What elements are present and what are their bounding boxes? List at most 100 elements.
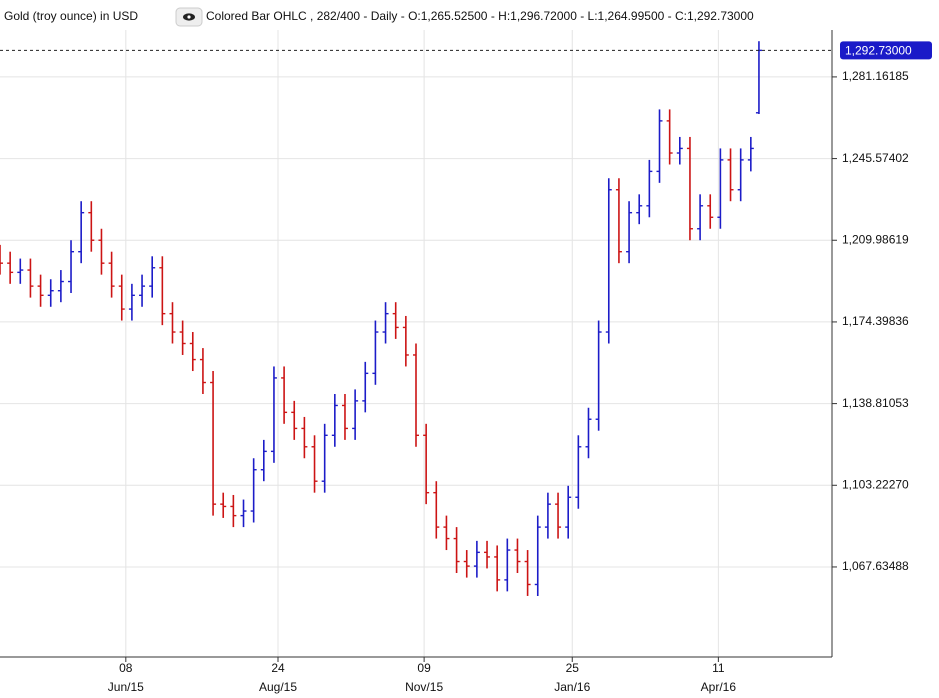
ohlc-bar — [311, 435, 318, 493]
ohlc-bar — [504, 538, 511, 592]
x-tick-month: Nov/15 — [405, 680, 443, 694]
ohlc-bar — [57, 270, 64, 303]
ohlc-bar — [727, 148, 734, 202]
ohlc-bar — [270, 366, 277, 463]
last-price-box — [840, 41, 932, 60]
ohlc-bar — [453, 527, 460, 574]
chart-title: Gold (troy ounce) in USD — [4, 9, 138, 23]
visibility-toggle[interactable] — [175, 7, 203, 27]
ohlc-bar — [534, 515, 541, 596]
ohlc-bar — [128, 283, 135, 321]
ohlc-bar — [494, 545, 501, 592]
ohlc-bar — [372, 320, 379, 385]
ohlc-bar — [392, 302, 399, 339]
chart-subtitle: Colored Bar OHLC , 282/400 - Daily - O:1… — [206, 9, 754, 23]
ohlc-bar — [402, 315, 409, 367]
ohlc-bar — [737, 148, 744, 202]
ohlc-bar — [514, 538, 521, 574]
ohlc-bar — [68, 240, 75, 294]
x-tick-label: 09 — [417, 661, 431, 675]
ohlc-bar — [656, 109, 663, 183]
ohlc-bar — [463, 550, 470, 578]
ohlc-bar — [544, 492, 551, 539]
ohlc-bar — [565, 485, 572, 539]
ohlc-bar — [423, 423, 430, 505]
ohlc-bar — [139, 274, 146, 307]
ohlc-bar — [524, 550, 531, 596]
ohlc-bar — [615, 178, 622, 264]
ohlc-bar — [747, 136, 754, 172]
ohlc-bar — [27, 258, 34, 298]
ohlc-bar — [555, 492, 562, 539]
x-tick-label: 11 — [712, 661, 725, 675]
x-tick-month: Aug/15 — [259, 680, 297, 694]
ohlc-bar — [321, 423, 328, 493]
ohlc-bar — [362, 361, 369, 413]
ohlc-bar — [585, 407, 592, 459]
ohlc-bar — [159, 256, 166, 326]
ohlc-bar — [98, 228, 105, 275]
ohlc-bar — [605, 178, 612, 344]
ohlc-bar — [108, 251, 115, 298]
ohlc-bar — [210, 371, 217, 516]
ohlc-bar — [676, 136, 683, 165]
y-tick-label: 1,067.63488 — [842, 559, 909, 573]
ohlc-bar — [331, 393, 338, 447]
ohlc-bar — [149, 256, 156, 298]
ohlc-bar — [220, 492, 227, 518]
ohlc-bar — [17, 258, 24, 284]
ohlc-bar — [382, 302, 389, 344]
y-tick-label: 1,245.57402 — [842, 151, 909, 165]
ohlc-bar — [646, 159, 653, 218]
ohlc-bar — [0, 244, 3, 275]
ohlc-bar — [189, 332, 196, 372]
ohlc-bar — [169, 302, 176, 344]
ohlc-bar — [636, 194, 643, 225]
last-price-label: 1,292.73000 — [845, 44, 912, 58]
ohlc-bar — [179, 320, 186, 355]
ohlc-bar — [118, 274, 125, 321]
ohlc-bar — [250, 458, 257, 523]
ohlc-bar — [697, 194, 704, 241]
ohlc-bar — [88, 201, 95, 252]
x-tick-label: 08 — [119, 661, 133, 675]
ohlc-bar — [47, 279, 54, 307]
x-tick-month: Apr/16 — [701, 680, 737, 694]
y-tick-label: 1,174.39836 — [842, 314, 909, 328]
ohlc-bar — [352, 389, 359, 440]
ohlc-bar — [575, 435, 582, 509]
eye-pupil — [187, 15, 191, 19]
ohlc-bar — [240, 499, 247, 528]
ohlc-bar — [666, 109, 673, 165]
x-tick-label: 24 — [271, 661, 285, 675]
ohlc-bar — [755, 41, 762, 115]
ohlc-bar — [341, 393, 348, 440]
ohlc-bar — [686, 136, 693, 241]
ohlc-bar — [443, 515, 450, 551]
ohlc-bar — [595, 320, 602, 431]
ohlc-bar — [413, 343, 419, 447]
ohlc-bar — [301, 416, 308, 459]
ohlc-bar — [260, 439, 267, 482]
y-tick-label: 1,138.81053 — [842, 396, 909, 410]
y-tick-label: 1,103.22270 — [842, 477, 909, 491]
plot-area — [0, 30, 832, 657]
ohlc-bar — [78, 201, 85, 264]
x-tick-label: 25 — [566, 661, 580, 675]
y-tick-label: 1,281.16185 — [842, 69, 909, 83]
x-tick-month: Jun/15 — [108, 680, 144, 694]
ohlc-bar — [484, 540, 491, 569]
ohlc-bar — [281, 366, 288, 424]
ohlc-bar — [473, 540, 480, 578]
ohlc-bar — [37, 274, 44, 307]
y-tick-label: 1,209.98619 — [842, 232, 909, 246]
ohlc-bar — [626, 201, 633, 264]
ohlc-bar — [199, 348, 206, 394]
ohlc-bar — [7, 251, 14, 284]
ohlc-bar — [433, 481, 440, 539]
x-tick-month: Jan/16 — [554, 680, 590, 694]
ohlc-bar — [291, 400, 298, 440]
ohlc-bar — [230, 494, 237, 528]
